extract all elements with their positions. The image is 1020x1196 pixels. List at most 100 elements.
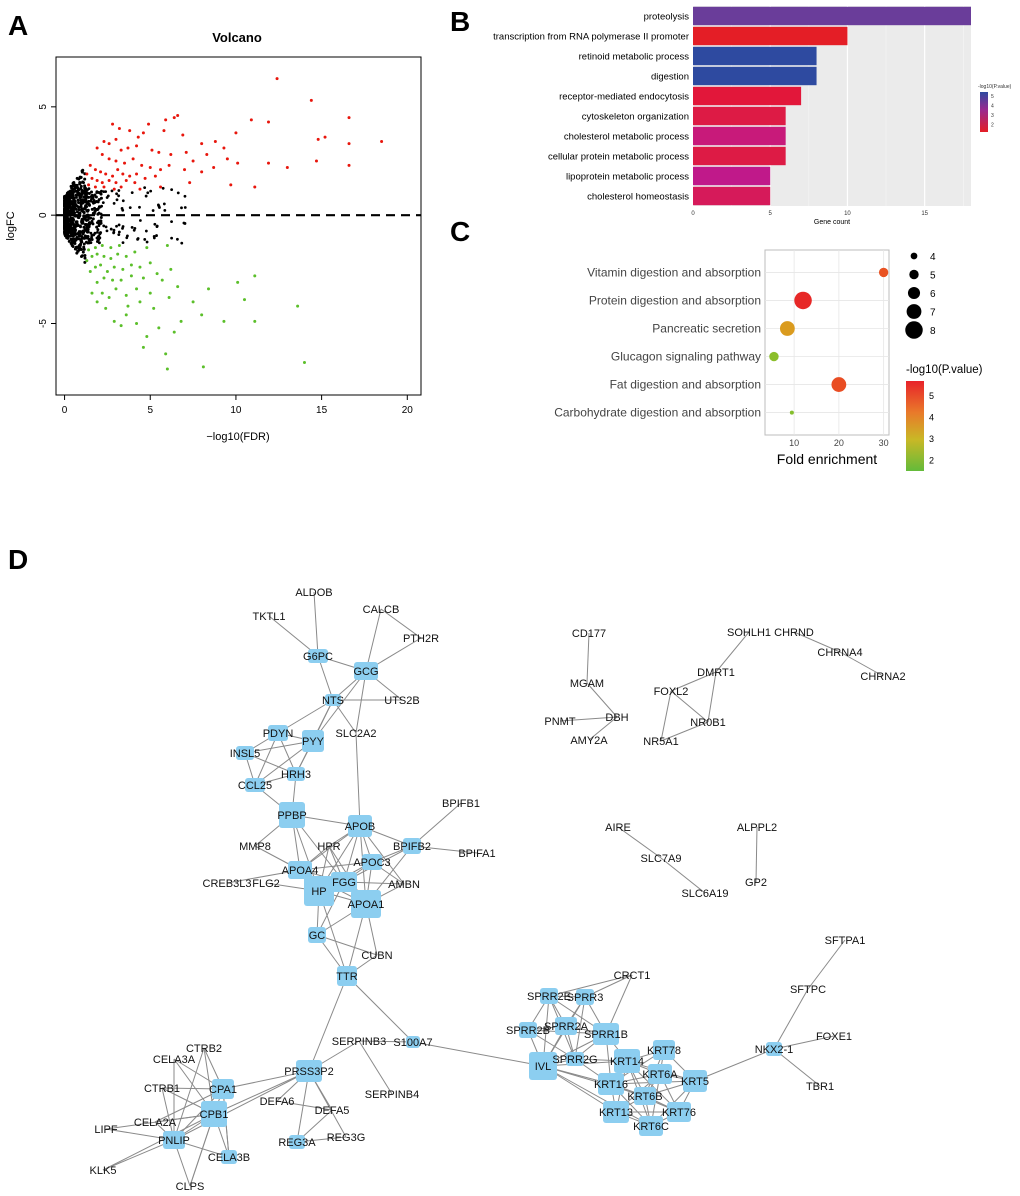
bar [693, 66, 817, 86]
volcano-point-down [169, 267, 173, 271]
network-node[interactable] [403, 838, 421, 854]
network-node[interactable] [683, 1070, 707, 1092]
network-node-label: SLC6A19 [681, 888, 728, 900]
volcano-point-down [117, 244, 121, 247]
volcano-point-ns [69, 195, 73, 199]
volcano-point-ns [65, 203, 69, 207]
network-node[interactable] [212, 1079, 234, 1099]
network-node[interactable] [288, 861, 312, 879]
network-node[interactable] [593, 1023, 619, 1045]
network-node[interactable] [268, 725, 288, 741]
network-node[interactable] [308, 927, 326, 943]
volcano-point-up [104, 172, 108, 176]
bubble-x-tick-label: 10 [789, 438, 799, 448]
network-node[interactable] [653, 1040, 675, 1060]
bar-legend-tick: 3 [991, 113, 994, 119]
volcano-point-ns [63, 211, 67, 215]
bar-category-label: transcription from RNA polymerase II pro… [493, 32, 689, 43]
volcano-point-up [205, 153, 209, 156]
network-node[interactable] [603, 1101, 629, 1123]
volcano-point-ns [71, 204, 75, 208]
network-edge [411, 802, 462, 847]
network-node[interactable] [576, 989, 594, 1005]
network-node[interactable] [348, 815, 372, 837]
network-node[interactable] [566, 1052, 584, 1066]
volcano-point-ns [100, 204, 104, 208]
volcano-point-up [150, 148, 154, 152]
network-node-label: AMBN [388, 879, 420, 891]
volcano-point-up [121, 172, 125, 176]
volcano-point-down [141, 276, 145, 280]
volcano-point-ns [105, 196, 109, 199]
network-node[interactable] [331, 872, 357, 892]
volcano-point-ns [70, 231, 74, 235]
network-node[interactable] [289, 1135, 305, 1149]
volcano-x-tick-label: 20 [402, 405, 414, 416]
network-node-label: KRT78 [647, 1045, 681, 1057]
network-node[interactable] [304, 876, 334, 906]
network-node-label: KRT6C [633, 1121, 669, 1133]
volcano-point-ns [91, 217, 95, 221]
network-node[interactable] [555, 1017, 577, 1035]
network-node[interactable] [296, 1060, 322, 1082]
network-edge [411, 845, 478, 854]
network-node-label: PRSS3P2 [284, 1066, 334, 1078]
network-node[interactable] [648, 1064, 672, 1084]
volcano-point-down [85, 259, 89, 263]
size-legend-dot [907, 286, 921, 300]
network-node[interactable] [287, 767, 305, 781]
network-node[interactable] [634, 1087, 656, 1105]
network-node[interactable] [529, 1052, 557, 1080]
volcano-point-ns [151, 209, 155, 212]
volcano-point-ns [81, 232, 85, 236]
bubble-category-label: Carbohydrate digestion and absorption [554, 406, 761, 420]
network-node[interactable] [354, 662, 378, 680]
network-node[interactable] [201, 1101, 227, 1127]
network-node[interactable] [540, 988, 558, 1004]
network-edge [355, 670, 367, 734]
network-edge [793, 631, 841, 653]
network-node[interactable] [279, 802, 305, 828]
network-node[interactable] [598, 1073, 624, 1095]
volcano-point-up [347, 116, 351, 120]
network-node[interactable] [519, 1022, 537, 1038]
network-edge [358, 1040, 393, 1095]
network-edge [313, 591, 319, 657]
volcano-point-ns [112, 230, 116, 234]
volcano-point-ns [96, 200, 100, 204]
network-node[interactable] [766, 1042, 782, 1056]
network-node[interactable] [667, 1102, 691, 1122]
volcano-point-ns [66, 196, 70, 200]
bar [693, 146, 786, 166]
network-node[interactable] [163, 1131, 185, 1149]
network-node-label: KRT6A [642, 1069, 678, 1081]
network-node[interactable] [236, 746, 254, 760]
network-node[interactable] [302, 730, 324, 752]
volcano-point-ns [117, 189, 121, 192]
volcano-point-down [165, 367, 169, 371]
network-node[interactable] [639, 1116, 663, 1136]
network-node[interactable] [245, 778, 265, 792]
network-node[interactable] [308, 649, 328, 663]
volcano-point-ns [170, 220, 173, 224]
volcano-title: Volcano [212, 30, 262, 45]
network-node[interactable] [362, 854, 382, 870]
bubble [878, 267, 889, 278]
volcano-point-ns [88, 238, 92, 242]
volcano-point-up [266, 161, 270, 165]
network-node-label: TKTL1 [252, 611, 285, 623]
volcano-point-up [116, 168, 120, 172]
volcano-point-down [100, 244, 104, 247]
network-node[interactable] [221, 1150, 237, 1164]
color-legend-title: -log10(P.value) [906, 364, 983, 376]
network-edge [617, 826, 662, 859]
volcano-point-ns [155, 234, 158, 237]
network-node[interactable] [406, 1036, 420, 1048]
network-node[interactable] [351, 890, 381, 918]
network-node[interactable] [337, 966, 357, 986]
network-node[interactable] [325, 694, 341, 706]
volcano-point-ns [83, 260, 87, 264]
volcano-point-ns [79, 201, 83, 205]
network-node-label: SLC7A9 [641, 853, 682, 865]
network-node[interactable] [614, 1049, 640, 1073]
